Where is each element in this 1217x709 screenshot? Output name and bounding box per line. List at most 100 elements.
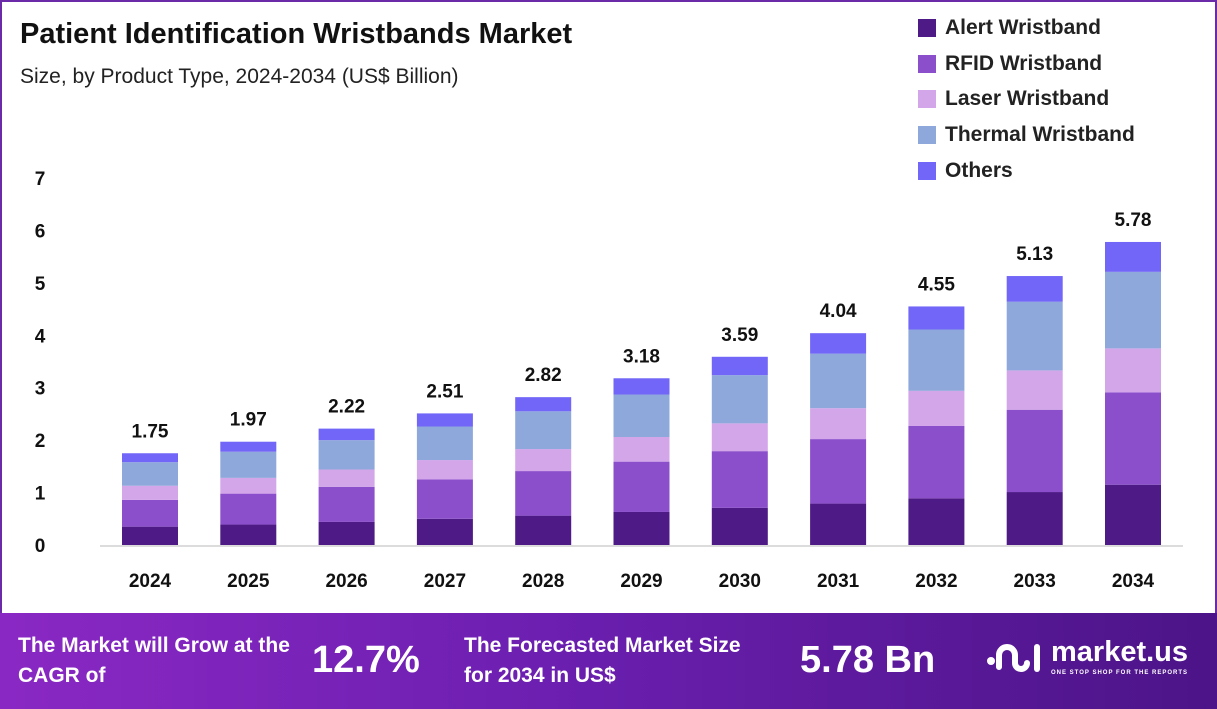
total-data-label: 2.82: [525, 365, 562, 386]
x-tick-label: 2025: [227, 571, 270, 592]
x-tick-label: 2028: [522, 571, 564, 592]
bar-segment-alert-wristband: [711, 507, 768, 545]
bar-segment-laser-wristband: [122, 485, 178, 500]
x-tick-label: 2029: [620, 571, 662, 592]
y-tick-label: 2: [35, 431, 46, 452]
logo-tagline: ONE STOP SHOP FOR THE REPORTS: [1051, 670, 1189, 676]
bar-segment-rfid-wristband: [122, 499, 178, 527]
total-data-label: 1.75: [132, 421, 169, 442]
bar-segment-alert-wristband: [318, 521, 375, 545]
bar-segment-rfid-wristband: [711, 451, 768, 508]
chart-subtitle: Size, by Product Type, 2024-2034 (US$ Bi…: [20, 65, 459, 88]
x-tick-label: 2027: [424, 571, 466, 592]
bar-segment-others: [1006, 276, 1063, 302]
bar-segment-laser-wristband: [908, 390, 965, 426]
chart-title: Patient Identification Wristbands Market: [20, 18, 573, 50]
x-tick-label: 2032: [915, 571, 957, 592]
total-data-label: 4.04: [820, 301, 857, 322]
x-tick-label: 2024: [129, 571, 172, 592]
legend-swatch: [918, 161, 936, 180]
bar-segment-others: [1105, 241, 1161, 272]
y-tick-label: 1: [35, 484, 46, 505]
bar-segment-alert-wristband: [122, 526, 178, 545]
bar-segment-laser-wristband: [220, 477, 277, 494]
bar-segment-alert-wristband: [613, 511, 670, 545]
bar-segment-rfid-wristband: [908, 425, 965, 499]
bar-segment-rfid-wristband: [1006, 409, 1063, 493]
bar-segment-thermal-wristband: [318, 440, 375, 470]
bar-segment-laser-wristband: [711, 423, 768, 452]
y-tick-label: 5: [35, 274, 46, 295]
bar-segment-thermal-wristband: [613, 394, 670, 437]
bar-chart: 0 1 2 3 4 5 6 7 1.75 2024 1.97 2025 2.22 2026 2.51 2027…: [35, 169, 1183, 592]
legend-label: Alert Wristband: [945, 15, 1101, 39]
bar-segment-thermal-wristband: [1006, 301, 1063, 371]
bar-segment-others: [810, 333, 867, 354]
bar-segment-alert-wristband: [1105, 484, 1161, 545]
bar-segment-others: [613, 378, 670, 395]
bar-segment-thermal-wristband: [220, 451, 277, 478]
bar-segment-others: [515, 397, 572, 412]
bar-segment-others: [908, 306, 965, 330]
logo-icon: [987, 643, 1040, 672]
legend-item-others: Others: [918, 153, 1135, 189]
y-tick-label: 4: [35, 326, 46, 347]
bar-segment-others: [220, 441, 277, 452]
forecast-label: The Forecasted Market Size for 2034 in U…: [464, 634, 741, 687]
forecast-value: 5.78 Bn: [800, 639, 936, 681]
bar-segment-alert-wristband: [1006, 492, 1063, 545]
legend-label: Laser Wristband: [945, 87, 1110, 111]
x-tick-label: 2034: [1112, 571, 1155, 592]
bar-segment-laser-wristband: [416, 460, 473, 480]
total-data-label: 1.97: [230, 410, 267, 431]
bar-segment-rfid-wristband: [220, 493, 277, 525]
legend-swatch: [918, 90, 936, 109]
bar-segment-alert-wristband: [220, 524, 277, 545]
bar-segment-rfid-wristband: [318, 486, 375, 522]
legend-item-alert: Alert Wristband: [918, 10, 1135, 46]
total-data-label: 5.13: [1016, 244, 1053, 265]
bar-segment-laser-wristband: [810, 408, 867, 440]
x-tick-label: 2026: [325, 571, 367, 592]
bar-segment-thermal-wristband: [810, 353, 867, 409]
bar-segment-thermal-wristband: [416, 426, 473, 461]
legend: Alert Wristband RFID Wristband Laser Wri…: [918, 10, 1135, 188]
legend-swatch: [918, 54, 936, 73]
cagr-label: The Market will Grow at the CAGR of: [18, 634, 290, 687]
legend-item-rfid: RFID Wristband: [918, 46, 1135, 82]
bar-segment-laser-wristband: [515, 449, 572, 472]
bar-segment-others: [416, 413, 473, 427]
x-tick-label: 2030: [719, 571, 761, 592]
total-data-label: 2.22: [328, 397, 365, 418]
bar-segment-alert-wristband: [416, 518, 473, 545]
cagr-value: 12.7%: [312, 639, 420, 681]
legend-item-thermal: Thermal Wristband: [918, 117, 1135, 153]
market-us-logo: market.us ONE STOP SHOP FOR THE REPORTS: [985, 635, 1188, 678]
bar-segment-alert-wristband: [810, 503, 867, 545]
bar-segment-rfid-wristband: [1105, 392, 1161, 485]
y-tick-label: 6: [35, 221, 46, 242]
bar-segment-rfid-wristband: [416, 479, 473, 519]
legend-label: RFID Wristband: [945, 51, 1103, 75]
legend-label: Others: [945, 158, 1013, 182]
bar-segment-alert-wristband: [908, 498, 965, 545]
bar-segment-rfid-wristband: [515, 471, 572, 516]
legend-swatch: [918, 18, 936, 37]
total-data-label: 2.51: [426, 381, 463, 402]
x-tick-label: 2033: [1014, 571, 1056, 592]
bar-segment-thermal-wristband: [908, 329, 965, 391]
legend-swatch: [918, 125, 936, 144]
total-data-label: 5.78: [1115, 210, 1152, 231]
bar-segment-laser-wristband: [318, 469, 375, 487]
bar-segment-rfid-wristband: [810, 439, 867, 504]
total-data-label: 4.55: [918, 274, 955, 295]
bar-segment-thermal-wristband: [122, 462, 178, 486]
bar-segment-others: [318, 428, 375, 441]
y-tick-label: 7: [35, 169, 46, 190]
bar-segment-thermal-wristband: [1105, 271, 1161, 349]
y-tick-label: 3: [35, 379, 46, 400]
total-data-label: 3.18: [623, 346, 660, 367]
bar-segment-laser-wristband: [1105, 348, 1161, 393]
legend-label: Thermal Wristband: [945, 122, 1135, 146]
